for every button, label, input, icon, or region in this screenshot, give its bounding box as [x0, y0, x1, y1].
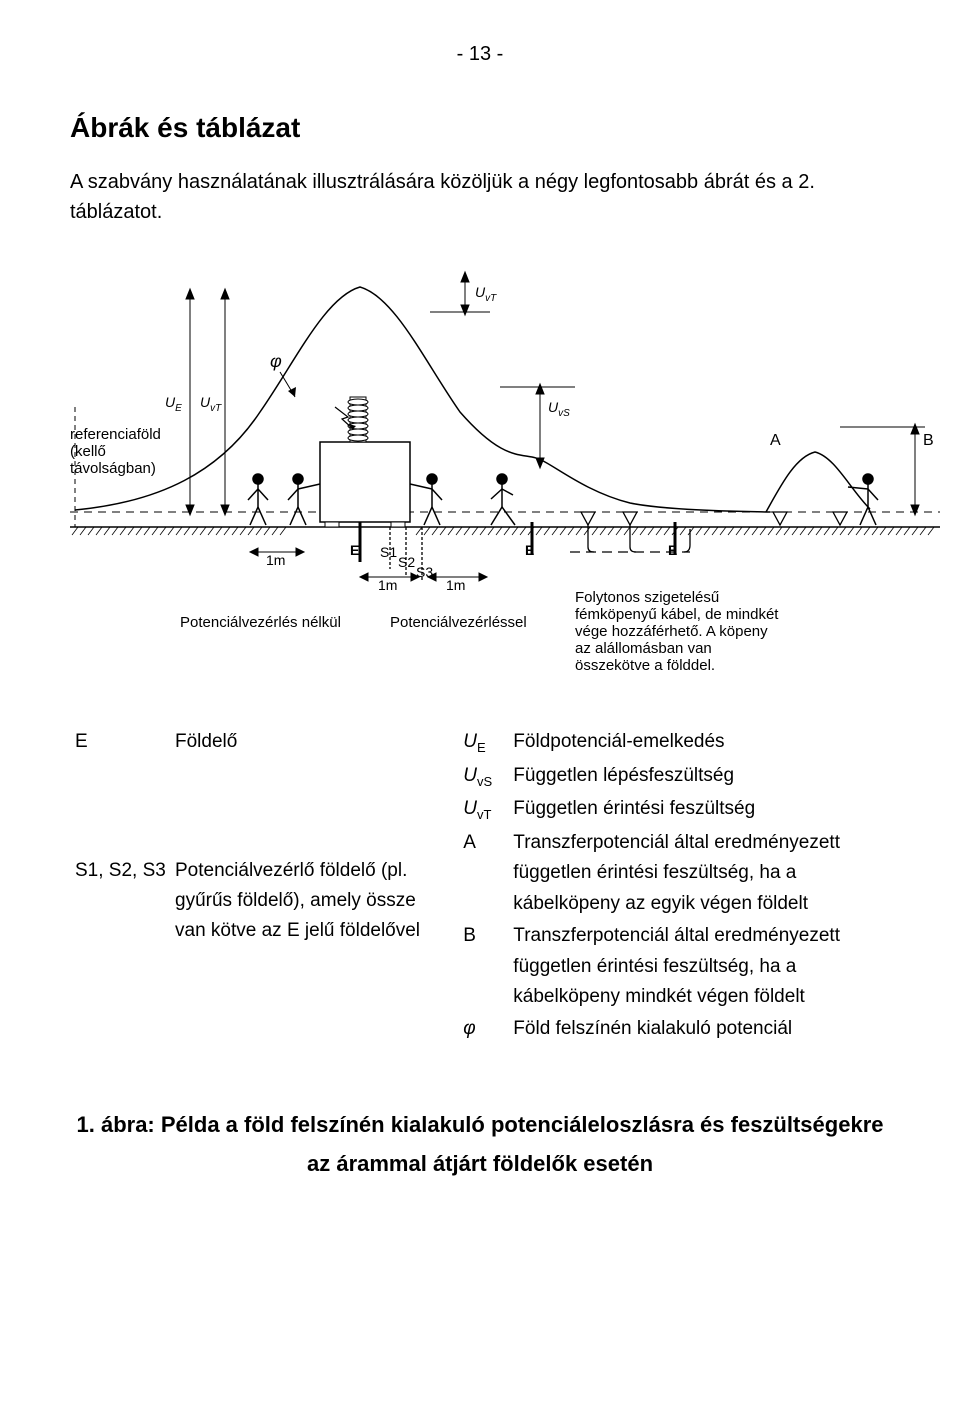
legend-value: Potenciálvezérlő földelő (pl. gyűrűs föl…: [175, 856, 423, 1045]
legend-key: UE: [463, 727, 503, 759]
intro-paragraph: A szabvány használatának illusztrálására…: [70, 167, 890, 227]
svg-text:Folytonos szigetelésűfémköpeny: Folytonos szigetelésűfémköpenyű kábel, d…: [575, 589, 779, 674]
svg-text:E: E: [350, 542, 359, 558]
legend-right: UE Földpotenciál-emelkedés UvS Független…: [463, 727, 885, 1045]
legend-key: φ: [463, 1014, 503, 1044]
legend-value: Transzferpotenciál által eredményezett f…: [513, 921, 885, 1012]
legend-value: Független érintési feszültség: [513, 794, 885, 826]
caption-line-1: 1. ábra: Példa a föld felszínén kialakul…: [70, 1105, 890, 1145]
legend-value: Földpotenciál-emelkedés: [513, 727, 885, 759]
svg-text:E: E: [668, 542, 677, 558]
legend-key: UvS: [463, 761, 503, 793]
svg-text:A: A: [770, 432, 781, 449]
svg-text:Potenciálvezérléssel: Potenciálvezérléssel: [390, 614, 527, 631]
svg-text:Potenciálvezérlés nélkül: Potenciálvezérlés nélkül: [180, 614, 341, 631]
legend-value: Transzferpotenciál által eredményezett f…: [513, 828, 885, 919]
section-heading: Ábrák és táblázat: [70, 108, 890, 147]
legend-key: E: [75, 727, 165, 855]
legend-value: Földelő: [175, 727, 423, 855]
svg-text:UE: UE: [165, 394, 182, 414]
svg-text:S2: S2: [398, 554, 415, 570]
figure-caption: 1. ábra: Példa a föld felszínén kialakul…: [70, 1105, 890, 1184]
svg-text:UvS: UvS: [548, 399, 570, 419]
legend-value: Föld felszínén kialakuló potenciál: [513, 1014, 885, 1044]
legend-key: A: [463, 828, 503, 919]
legend-key: UvT: [463, 794, 503, 826]
svg-text:E: E: [525, 542, 534, 558]
page-number: - 13 -: [70, 40, 890, 68]
svg-text:1m: 1m: [446, 577, 465, 593]
svg-text:UvT: UvT: [200, 394, 222, 414]
svg-text:1m: 1m: [378, 577, 397, 593]
figure-1-diagram: UE UvT UvT UvS φ 1m 1m 1m E S1: [70, 257, 940, 677]
svg-text:UvT: UvT: [475, 284, 497, 304]
svg-text:1m: 1m: [266, 552, 285, 568]
svg-text:B: B: [923, 432, 934, 449]
svg-text:φ: φ: [270, 351, 282, 371]
caption-line-2: az árammal átjárt földelők esetén: [70, 1144, 890, 1184]
legend-left: E Földelő S1, S2, S3 Potenciálvezérlő fö…: [75, 727, 423, 1045]
legend: E Földelő S1, S2, S3 Potenciálvezérlő fö…: [70, 727, 890, 1045]
svg-text:S1: S1: [380, 544, 397, 560]
legend-key: S1, S2, S3: [75, 856, 165, 1045]
svg-text:referenciaföld(kellőtávolságba: referenciaföld(kellőtávolságban): [70, 426, 161, 477]
legend-value: Független lépésfeszültség: [513, 761, 885, 793]
svg-text:S3: S3: [416, 564, 433, 580]
legend-key: B: [463, 921, 503, 1012]
